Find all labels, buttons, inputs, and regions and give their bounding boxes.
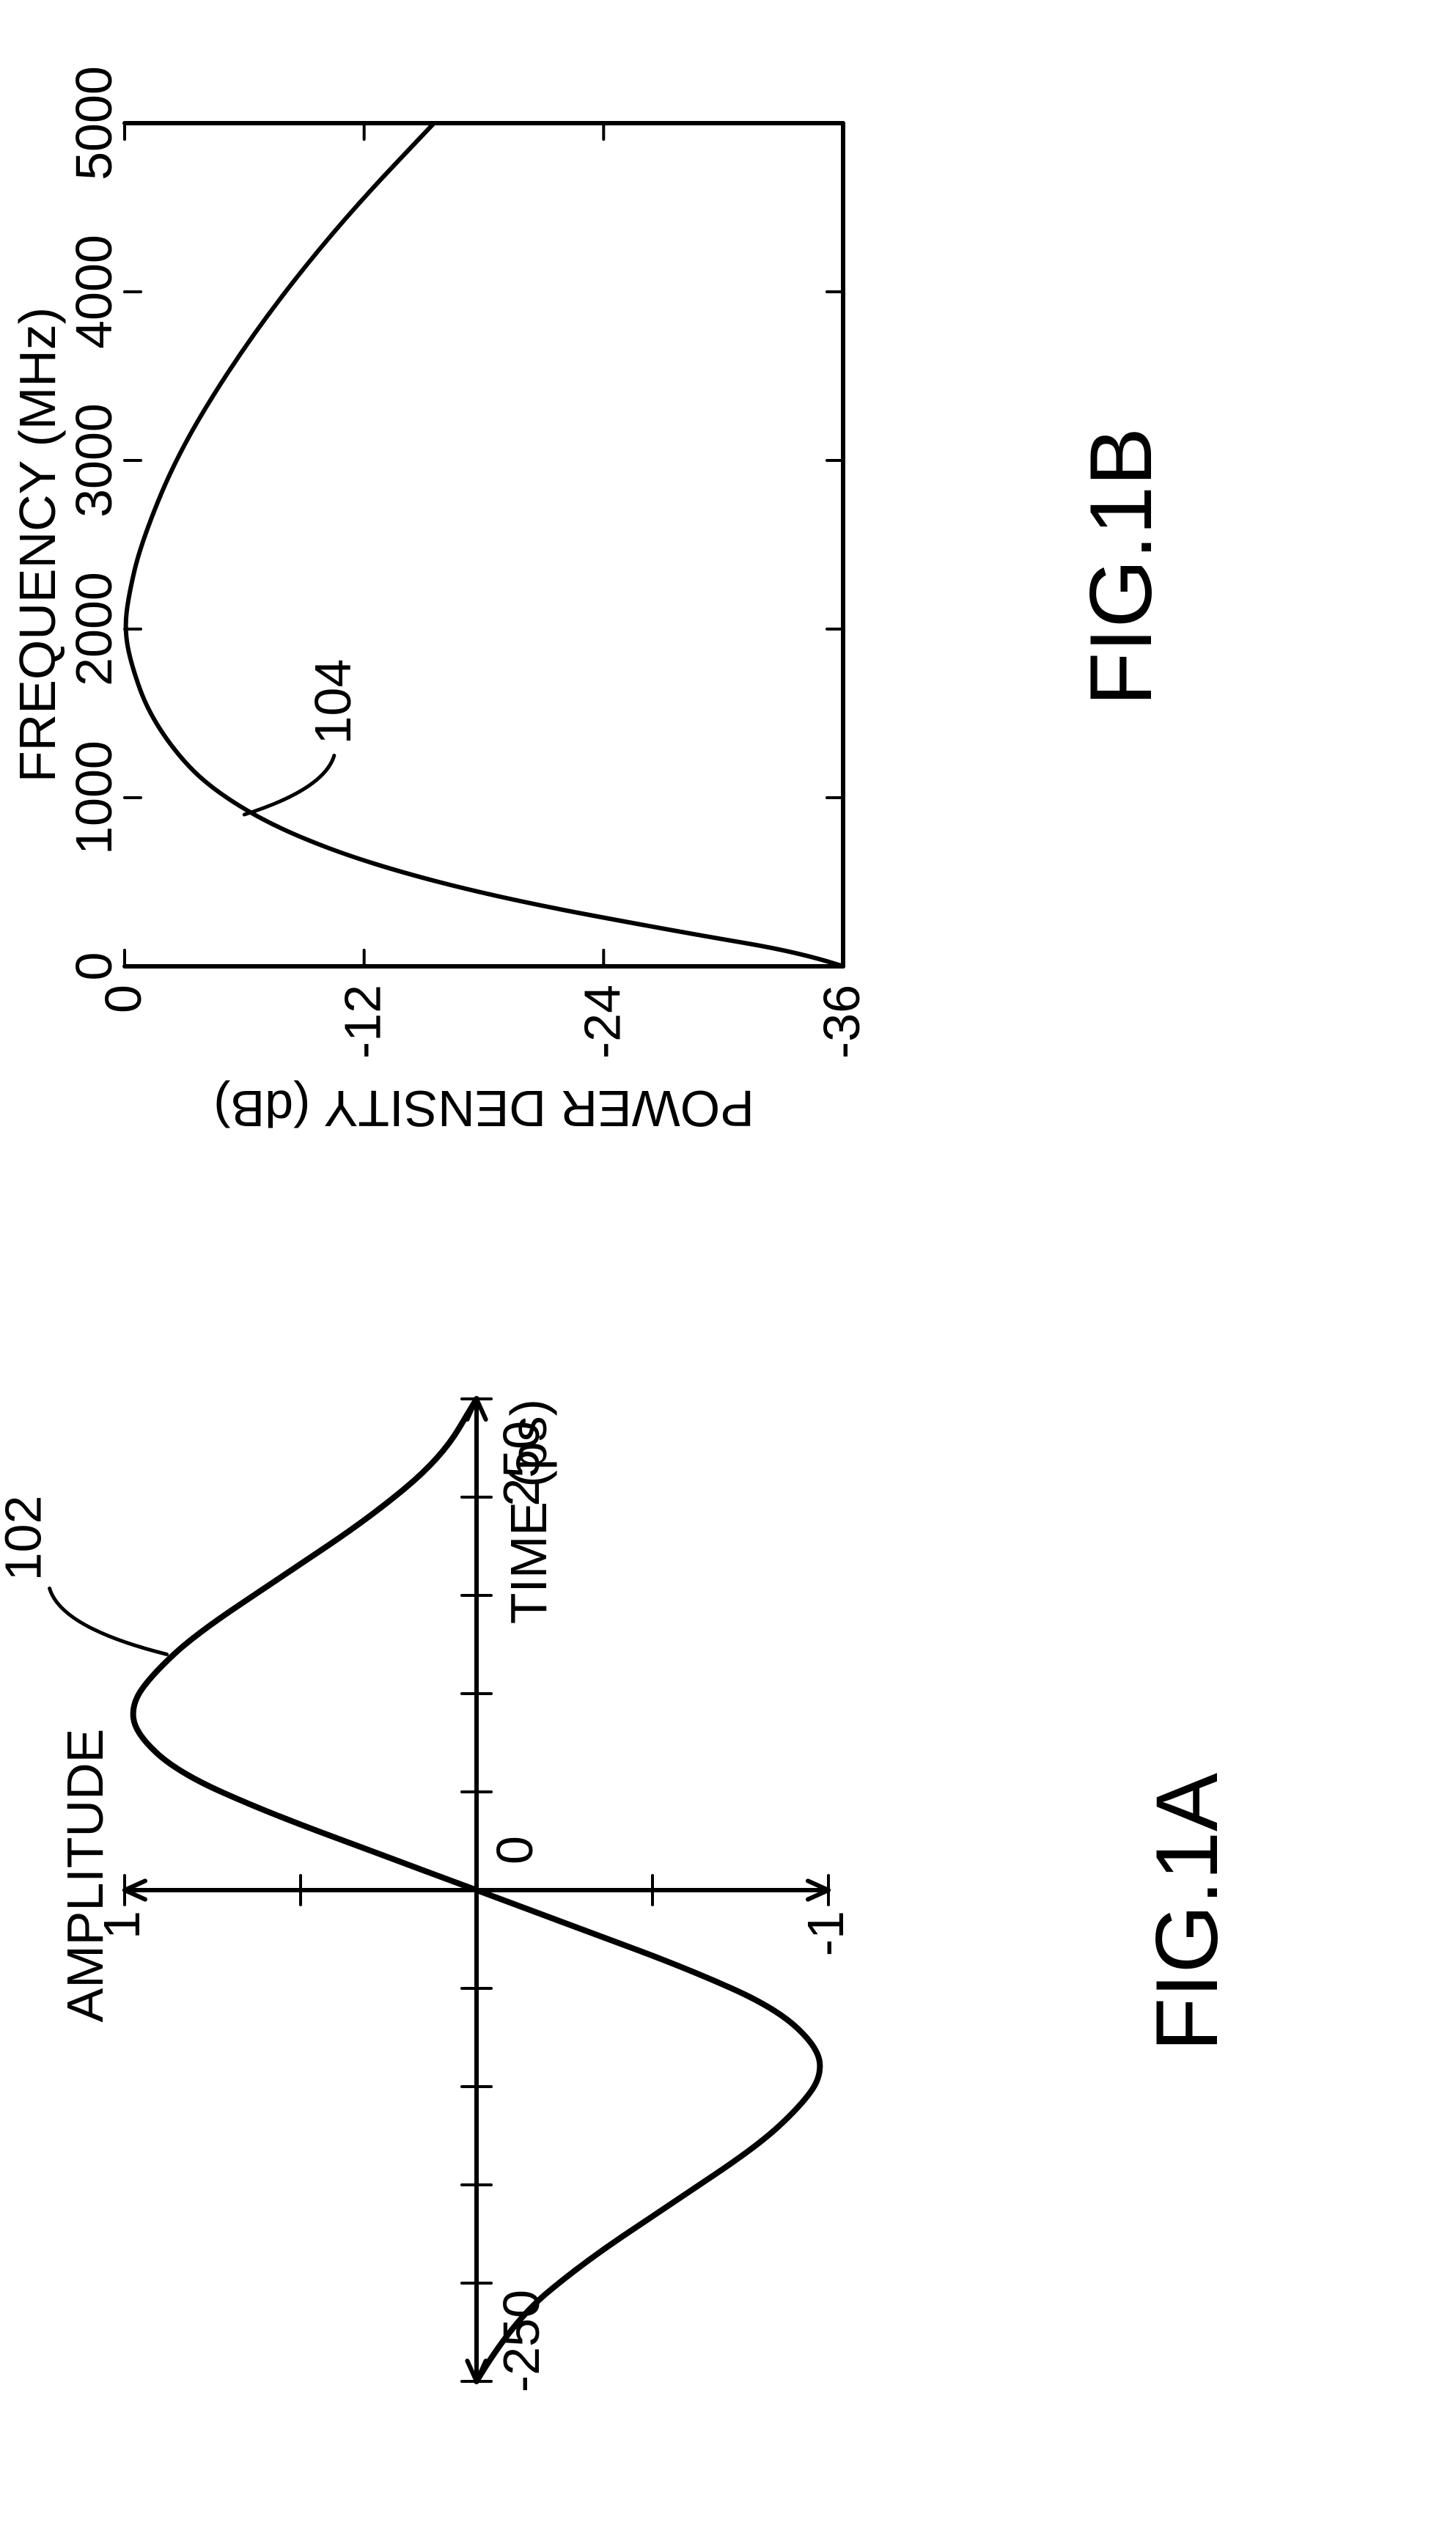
svg-text:3000: 3000 <box>65 403 122 518</box>
fig1b-caption: FIG.1B <box>1070 427 1172 706</box>
svg-text:-36: -36 <box>813 985 870 1059</box>
svg-text:1000: 1000 <box>65 741 122 855</box>
figures-svg: -25025001-1AMPLITUDETIME (ps)10201000200… <box>0 0 1456 2528</box>
page: -25025001-1AMPLITUDETIME (ps)10201000200… <box>0 0 1456 2528</box>
svg-text:2000: 2000 <box>65 572 122 686</box>
svg-text:0: 0 <box>65 952 122 981</box>
svg-text:POWER DENSITY (dB): POWER DENSITY (dB) <box>213 1080 754 1137</box>
svg-text:AMPLITUDE: AMPLITUDE <box>56 1729 114 2023</box>
svg-text:-24: -24 <box>573 985 630 1059</box>
fig1a-caption: FIG.1A <box>1136 1773 1238 2051</box>
svg-text:104: 104 <box>304 659 361 745</box>
svg-text:4000: 4000 <box>65 235 122 349</box>
svg-text:0: 0 <box>95 985 152 1013</box>
svg-text:0: 0 <box>486 1836 543 1864</box>
svg-text:102: 102 <box>0 1496 52 1581</box>
svg-text:5000: 5000 <box>65 66 122 180</box>
svg-text:TIME (ps): TIME (ps) <box>500 1399 557 1624</box>
svg-text:FREQUENCY (MHz): FREQUENCY (MHz) <box>9 307 66 782</box>
svg-text:-12: -12 <box>334 985 391 1059</box>
svg-text:-1: -1 <box>797 1911 854 1956</box>
